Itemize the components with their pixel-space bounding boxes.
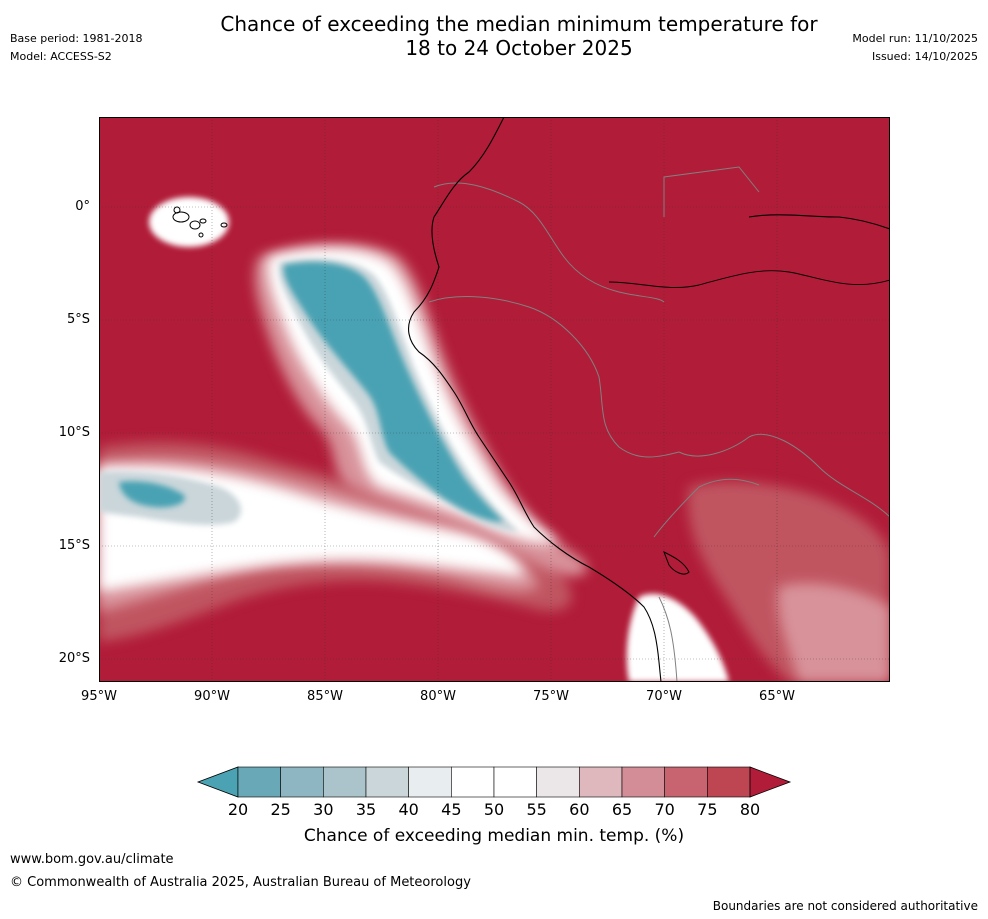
colorbar-label: 30 [313, 800, 334, 819]
colorbar-label: 65 [611, 800, 633, 819]
colorbar-label: 55 [526, 800, 547, 819]
graticule [99, 117, 890, 682]
footer-url[interactable]: www.bom.gov.au/climate [10, 852, 174, 867]
colorbar-cell [664, 766, 708, 798]
forecast-map [99, 117, 890, 682]
colorbar-label: 25 [270, 800, 291, 819]
title-line-2: 18 to 24 October 2025 [405, 36, 633, 60]
base-period: Base period: 1981-2018 [10, 32, 143, 45]
colorbar-title: Chance of exceeding median min. temp. (%… [303, 826, 685, 846]
colorbar [196, 766, 792, 798]
lon-tick-70w: 70°W [646, 689, 682, 704]
lon-tick-80w: 80°W [420, 689, 456, 704]
map-border [99, 117, 890, 682]
colorbar-label: 50 [483, 800, 505, 819]
model-name: Model: ACCESS-S2 [10, 50, 112, 63]
colorbar-cell [621, 766, 665, 798]
colorbar-cell [237, 766, 281, 798]
title-line-1: Chance of exceeding the median minimum t… [220, 12, 818, 36]
map-title: Chance of exceeding the median minimum t… [0, 12, 988, 60]
footer-disclaimer: Boundaries are not considered authoritat… [712, 899, 978, 913]
lat-tick-5s: 5°S [66, 312, 90, 327]
footer-copyright: © Commonwealth of Australia 2025, Austra… [10, 875, 471, 890]
lat-tick-0: 0° [75, 199, 90, 214]
lon-tick-95w: 95°W [81, 689, 117, 704]
colorbar-label: 35 [355, 800, 377, 819]
coastline [408, 117, 662, 682]
amazon-river [608, 270, 890, 288]
galapagos-islands [172, 206, 228, 238]
interior-light-patch [778, 583, 890, 682]
colorbar-label: 70 [654, 800, 675, 819]
meta-right: Model run: 11/10/2025 Issued: 14/10/2025 [852, 30, 978, 66]
colorbar-label: 40 [398, 800, 419, 819]
lat-tick-10s: 10°S [58, 425, 90, 440]
colorbar-cell [408, 766, 452, 798]
lake-titicaca [663, 550, 690, 575]
colorbar-cell [365, 766, 409, 798]
lat-tick-15s: 15°S [58, 538, 90, 553]
colorbar-cell [707, 766, 751, 798]
amazon-coast [748, 214, 890, 230]
model-run: Model run: 11/10/2025 [852, 32, 978, 45]
meta-left: Base period: 1981-2018 Model: ACCESS-S2 [10, 30, 142, 66]
lon-tick-65w: 65°W [759, 689, 795, 704]
issued-date: Issued: 14/10/2025 [871, 50, 978, 63]
chile-patch [626, 593, 729, 682]
colorbar-cell [579, 766, 623, 798]
colorbar-cells [237, 766, 751, 798]
colorbar-label: 60 [569, 800, 590, 819]
lon-tick-75w: 75°W [533, 689, 569, 704]
colorbar-cell [536, 766, 580, 798]
colorbar-cell [493, 766, 537, 798]
colorbar-label: 45 [441, 800, 462, 819]
country-borders [428, 166, 890, 682]
southern-band-blue [119, 481, 185, 508]
colorbar-label: 75 [697, 800, 718, 819]
coastal-tongue-blue [283, 262, 504, 522]
colorbar-arrow-low [196, 766, 239, 798]
map-panel [99, 117, 890, 682]
lat-tick-20s: 20°S [58, 651, 90, 666]
lon-tick-90w: 90°W [194, 689, 230, 704]
lon-tick-85w: 85°W [307, 689, 343, 704]
galapagos-patch [149, 197, 229, 247]
colorbar-cell [451, 766, 495, 798]
colorbar-cell [280, 766, 324, 798]
colorbar-label: 80 [739, 800, 761, 819]
colorbar-arrow-high [749, 766, 792, 798]
colorbar-label: 20 [227, 800, 249, 819]
colorbar-cell [323, 766, 367, 798]
